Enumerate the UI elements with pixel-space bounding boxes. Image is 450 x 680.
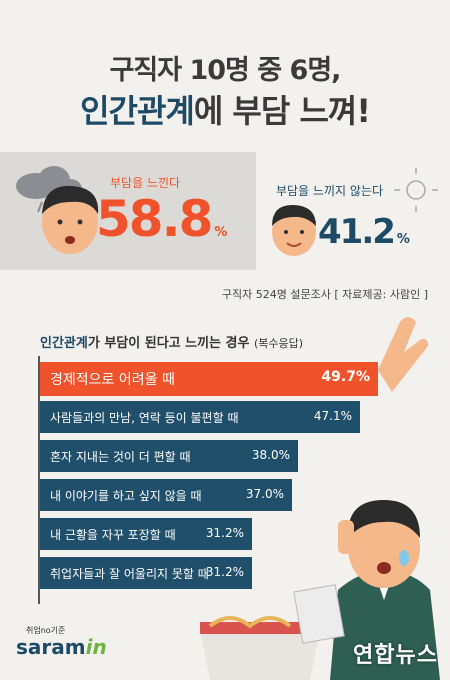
sun-icon: [394, 168, 438, 212]
bar-label: 사람들과의 만남, 연락 등이 불편할 때: [50, 411, 239, 425]
bar-3: 혼자 지내는 것이 더 편할 때 38.0%: [40, 440, 298, 472]
stats-yes-unit: %: [214, 225, 228, 240]
headline-line2: 인간관계에 부담 느껴!: [0, 86, 450, 132]
chart-axis: [38, 356, 40, 604]
stats-no-label: 부담을 느끼지 않는다: [276, 184, 383, 198]
stats-no-value: 41.2%: [318, 212, 410, 252]
chart-heading-text: 가 부담이 된다고 느끼는 경우: [87, 336, 250, 351]
bar-4: 내 이야기를 하고 싶지 않을 때 37.0%: [40, 479, 292, 511]
bar-value-label: 47.1%: [313, 409, 352, 423]
bar-value-label: 37.0%: [245, 487, 284, 501]
bar-value-label: 31.2%: [205, 565, 244, 579]
stats-yes-value: 58.8%: [96, 190, 227, 248]
bar-5: 내 근황을 자꾸 포장할 때 31.2%: [40, 518, 252, 550]
source-note: 구직자 524명 설문조사 [ 자료제공: 사람인 ]: [221, 288, 428, 301]
chart-heading: 인간관계가 부담이 된다고 느끼는 경우 (복수응답): [40, 332, 303, 351]
sad-face-icon: [42, 185, 99, 254]
bar-1: 경제적으로 어려울 때 49.7%: [40, 362, 378, 396]
bar-value-label: 31.2%: [205, 526, 244, 540]
bar-2: 사람들과의 만남, 연락 등이 불편할 때 47.1%: [40, 401, 360, 433]
chart-heading-note: (복수응답): [254, 337, 304, 350]
bar-value-label: 38.0%: [251, 448, 290, 462]
bar-label: 내 이야기를 하고 싶지 않을 때: [50, 489, 202, 503]
bar-value-label: 49.7%: [321, 369, 370, 385]
watermark: 연합뉴스: [353, 643, 438, 668]
raised-hand-icon: [378, 317, 428, 392]
stats-no-number: 41.2: [318, 212, 396, 252]
crying-student-icon: [330, 500, 440, 680]
saramin-logo: 취업no기준 saramin: [16, 625, 107, 665]
stats-no-unit: %: [396, 232, 410, 247]
bar-label: 내 근황을 자꾸 포장할 때: [50, 528, 176, 542]
logo-tagline: 취업no기준: [26, 626, 66, 635]
headline-line1: 구직자 10명 중 6명,: [109, 55, 342, 86]
bar-label: 취업자들과 잘 어울리지 못할 때: [50, 567, 209, 581]
bar-6: 취업자들과 잘 어울리지 못할 때 31.2%: [40, 557, 252, 589]
logo-wordmark: saramin: [16, 635, 107, 659]
bar-label: 경제적으로 어려울 때: [50, 372, 175, 388]
bar-label: 혼자 지내는 것이 더 편할 때: [50, 450, 191, 464]
paper-icon: [293, 584, 345, 644]
headline-rest: 에 부담 느껴!: [193, 92, 371, 130]
happy-face-icon: [272, 204, 316, 256]
stats-yes-label: 부담을 느낀다: [110, 176, 181, 190]
logo-main-text: saram: [16, 635, 86, 659]
cup-noodle-icon: [200, 616, 320, 680]
chart-heading-highlight: 인간관계: [40, 336, 88, 351]
headline-highlight: 인간관계: [80, 92, 195, 130]
stats-yes-number: 58.8: [96, 190, 213, 248]
logo-accent-text: in: [85, 635, 107, 659]
